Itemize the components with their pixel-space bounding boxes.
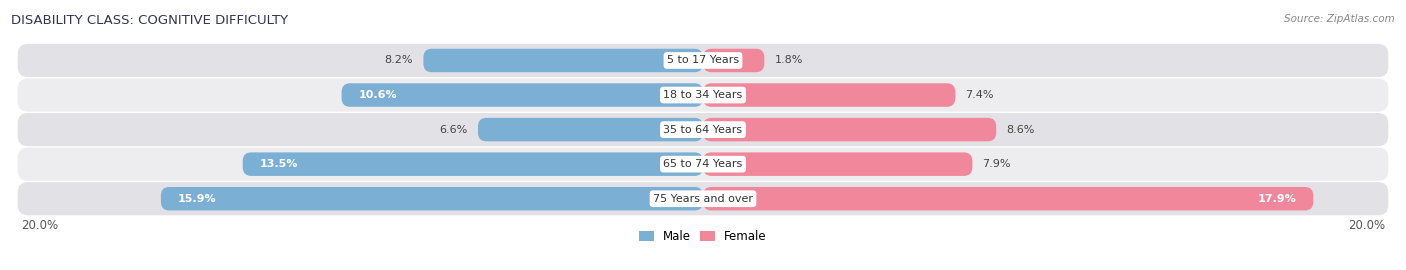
Text: 1.8%: 1.8% (775, 55, 803, 66)
Text: 35 to 64 Years: 35 to 64 Years (664, 124, 742, 135)
FancyBboxPatch shape (703, 49, 765, 72)
Text: 13.5%: 13.5% (260, 159, 298, 169)
Text: DISABILITY CLASS: COGNITIVE DIFFICULTY: DISABILITY CLASS: COGNITIVE DIFFICULTY (11, 14, 288, 26)
Text: 17.9%: 17.9% (1257, 194, 1296, 204)
FancyBboxPatch shape (478, 118, 703, 141)
Text: 5 to 17 Years: 5 to 17 Years (666, 55, 740, 66)
Text: 8.2%: 8.2% (385, 55, 413, 66)
FancyBboxPatch shape (703, 83, 955, 107)
Text: Source: ZipAtlas.com: Source: ZipAtlas.com (1284, 14, 1395, 23)
Text: 75 Years and over: 75 Years and over (652, 194, 754, 204)
FancyBboxPatch shape (160, 187, 703, 211)
Text: 15.9%: 15.9% (179, 194, 217, 204)
FancyBboxPatch shape (18, 113, 1388, 146)
FancyBboxPatch shape (342, 83, 703, 107)
Text: 7.9%: 7.9% (983, 159, 1011, 169)
Text: 8.6%: 8.6% (1007, 124, 1035, 135)
FancyBboxPatch shape (703, 118, 997, 141)
Text: 7.4%: 7.4% (966, 90, 994, 100)
FancyBboxPatch shape (703, 152, 973, 176)
Text: 6.6%: 6.6% (440, 124, 468, 135)
Legend: Male, Female: Male, Female (634, 226, 772, 248)
FancyBboxPatch shape (423, 49, 703, 72)
FancyBboxPatch shape (18, 148, 1388, 181)
FancyBboxPatch shape (18, 182, 1388, 215)
Text: 20.0%: 20.0% (21, 219, 58, 232)
Text: 18 to 34 Years: 18 to 34 Years (664, 90, 742, 100)
FancyBboxPatch shape (18, 79, 1388, 112)
Text: 20.0%: 20.0% (1348, 219, 1385, 232)
Text: 65 to 74 Years: 65 to 74 Years (664, 159, 742, 169)
FancyBboxPatch shape (18, 44, 1388, 77)
FancyBboxPatch shape (243, 152, 703, 176)
FancyBboxPatch shape (703, 187, 1313, 211)
Text: 10.6%: 10.6% (359, 90, 398, 100)
